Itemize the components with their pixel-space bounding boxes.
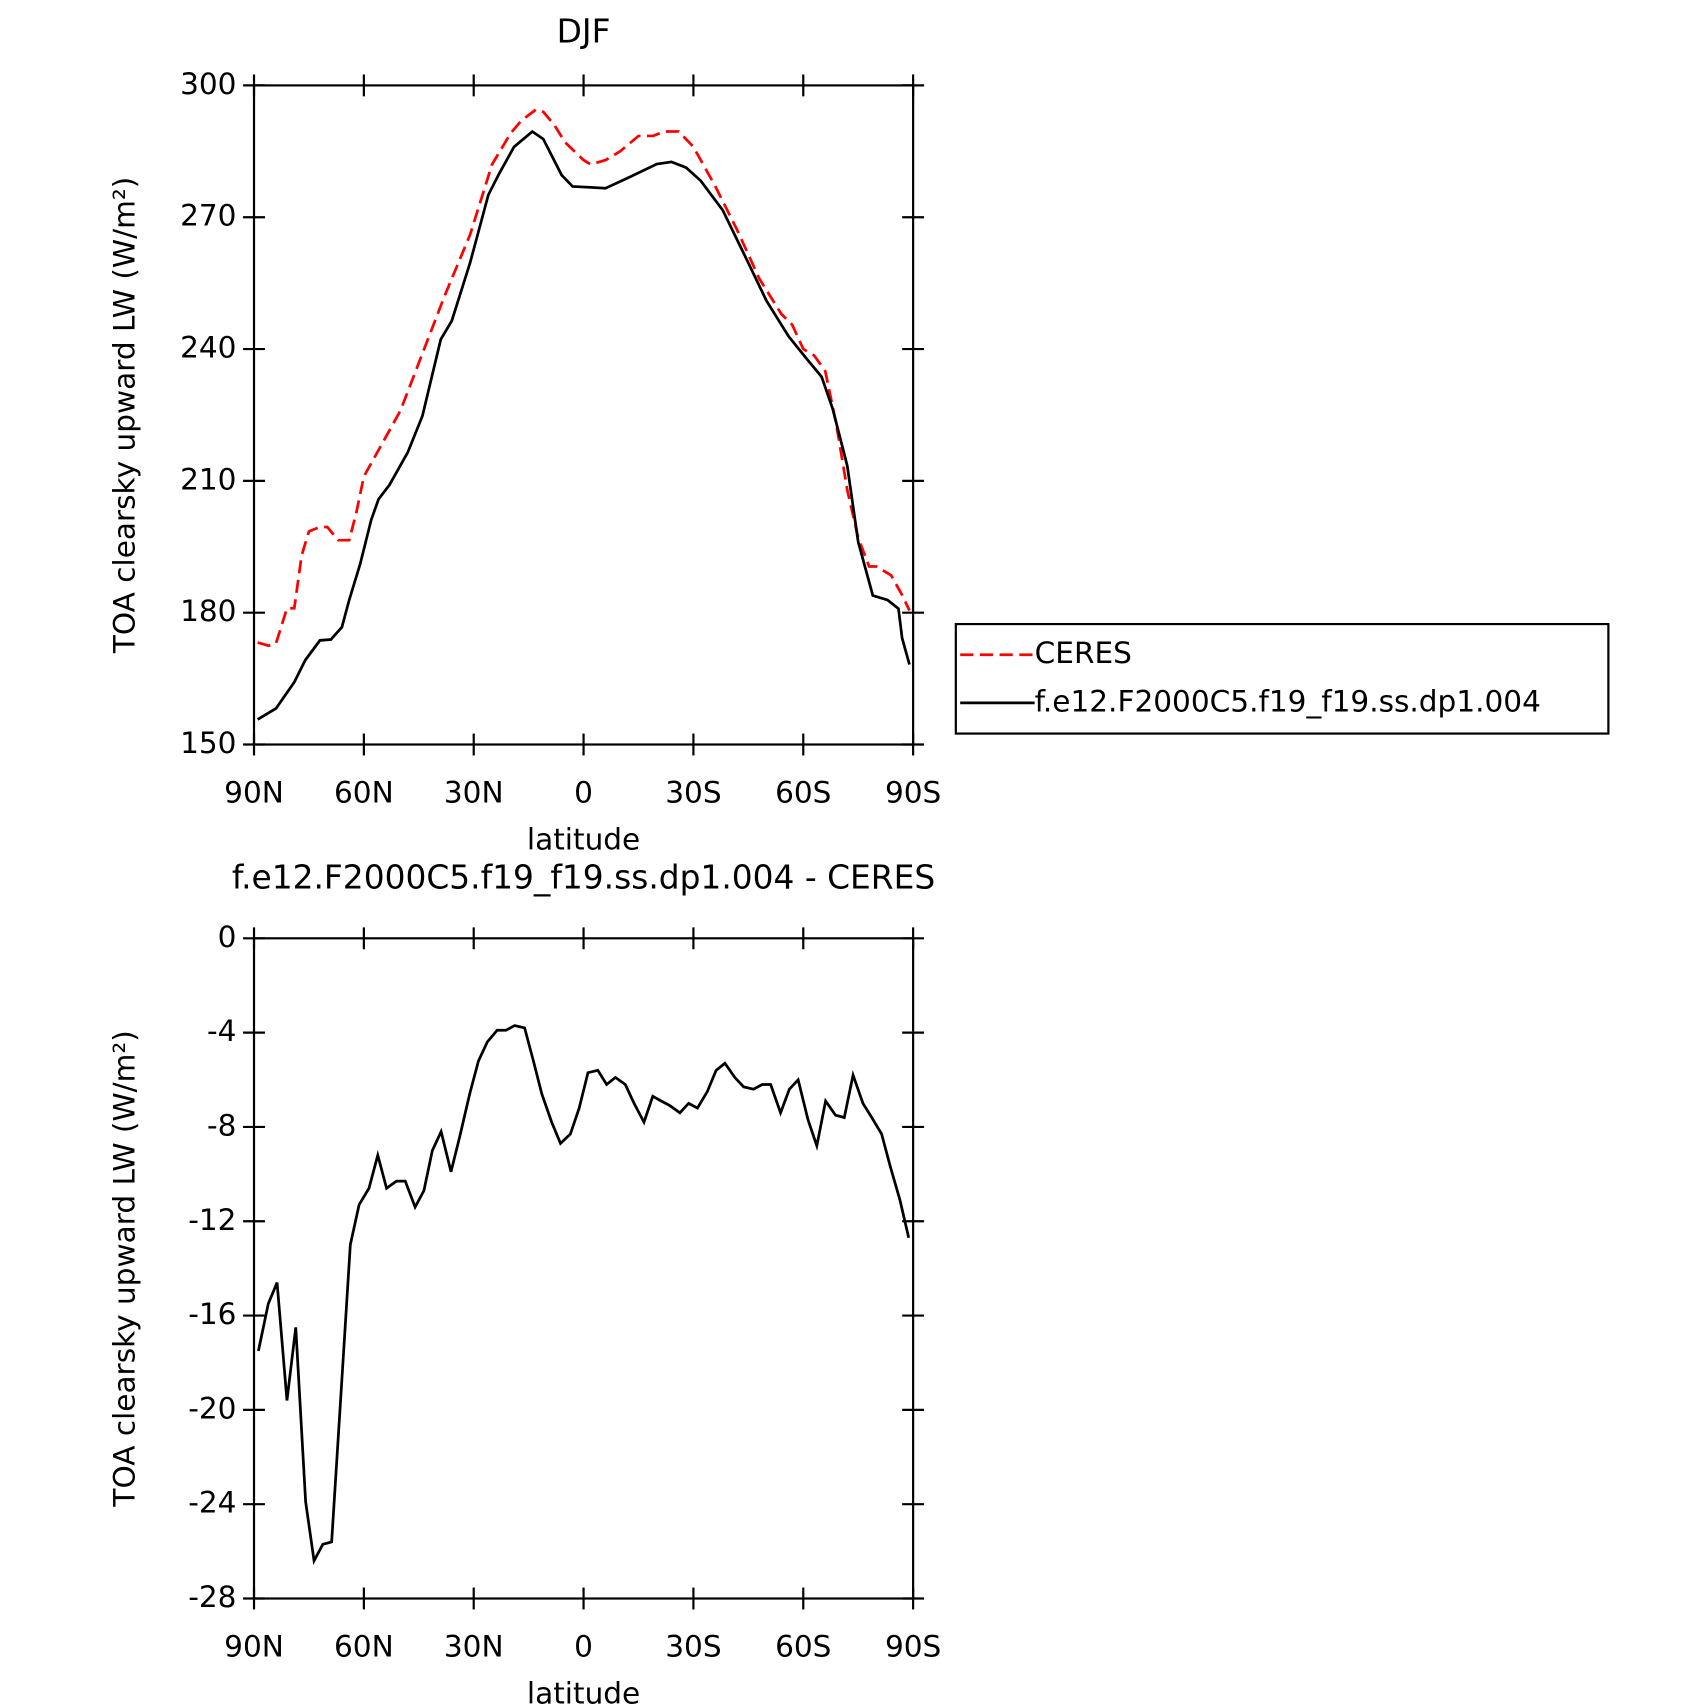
plot-frame bbox=[252, 84, 915, 746]
y-axis-label: TOA clearsky upward LW (W/m²) bbox=[107, 1030, 141, 1507]
data-line bbox=[257, 1024, 911, 1566]
x-tick-label: 90S bbox=[885, 1629, 941, 1663]
x-tick-label: 60N bbox=[334, 775, 394, 809]
chart-title: DJF bbox=[557, 12, 611, 50]
x-tick-label: 90N bbox=[224, 1629, 284, 1663]
y-tick-label: -24 bbox=[188, 1486, 236, 1520]
y-axis-label: TOA clearsky upward LW (W/m²) bbox=[107, 177, 141, 654]
x-tick-label: 60N bbox=[334, 1629, 394, 1663]
y-tick-label: -16 bbox=[188, 1297, 236, 1331]
x-tick-label: 90S bbox=[885, 775, 941, 809]
y-tick-label: -12 bbox=[188, 1203, 236, 1237]
y-tick-label: 240 bbox=[180, 331, 236, 365]
y-tick-label: 210 bbox=[180, 462, 236, 496]
y-tick-label: -8 bbox=[207, 1108, 236, 1142]
y-tick-label: -20 bbox=[188, 1391, 236, 1425]
x-tick-label: 0 bbox=[574, 775, 593, 809]
legend-box bbox=[954, 622, 1610, 735]
x-axis-label: latitude bbox=[527, 822, 640, 856]
y-tick-label: 180 bbox=[180, 594, 236, 628]
x-tick-label: 0 bbox=[574, 1629, 593, 1663]
data-line bbox=[257, 108, 911, 648]
x-tick-label: 90N bbox=[224, 775, 284, 809]
y-tick-label: -4 bbox=[207, 1014, 236, 1048]
x-tick-label: 60S bbox=[775, 1629, 831, 1663]
chart-title: f.e12.F2000C5.f19_f19.ss.dp1.004 - CERES bbox=[232, 859, 935, 897]
data-line bbox=[256, 129, 911, 721]
legend-label: CERES bbox=[1035, 636, 1132, 670]
x-tick-label: 30N bbox=[444, 775, 504, 809]
y-tick-label: -28 bbox=[188, 1580, 236, 1614]
x-tick-label: 30S bbox=[665, 1629, 721, 1663]
x-tick-label: 60S bbox=[775, 775, 831, 809]
x-tick-label: 30S bbox=[665, 775, 721, 809]
y-tick-label: 270 bbox=[180, 199, 236, 233]
plot-frame bbox=[252, 937, 915, 1600]
y-tick-label: 150 bbox=[180, 726, 236, 760]
y-tick-label: 0 bbox=[218, 920, 237, 954]
y-tick-label: 300 bbox=[180, 67, 236, 101]
x-axis-label: latitude bbox=[527, 1676, 640, 1708]
legend-label: f.e12.F2000C5.f19_f19.ss.dp1.004 bbox=[1035, 684, 1541, 718]
x-tick-label: 30N bbox=[444, 1629, 504, 1663]
